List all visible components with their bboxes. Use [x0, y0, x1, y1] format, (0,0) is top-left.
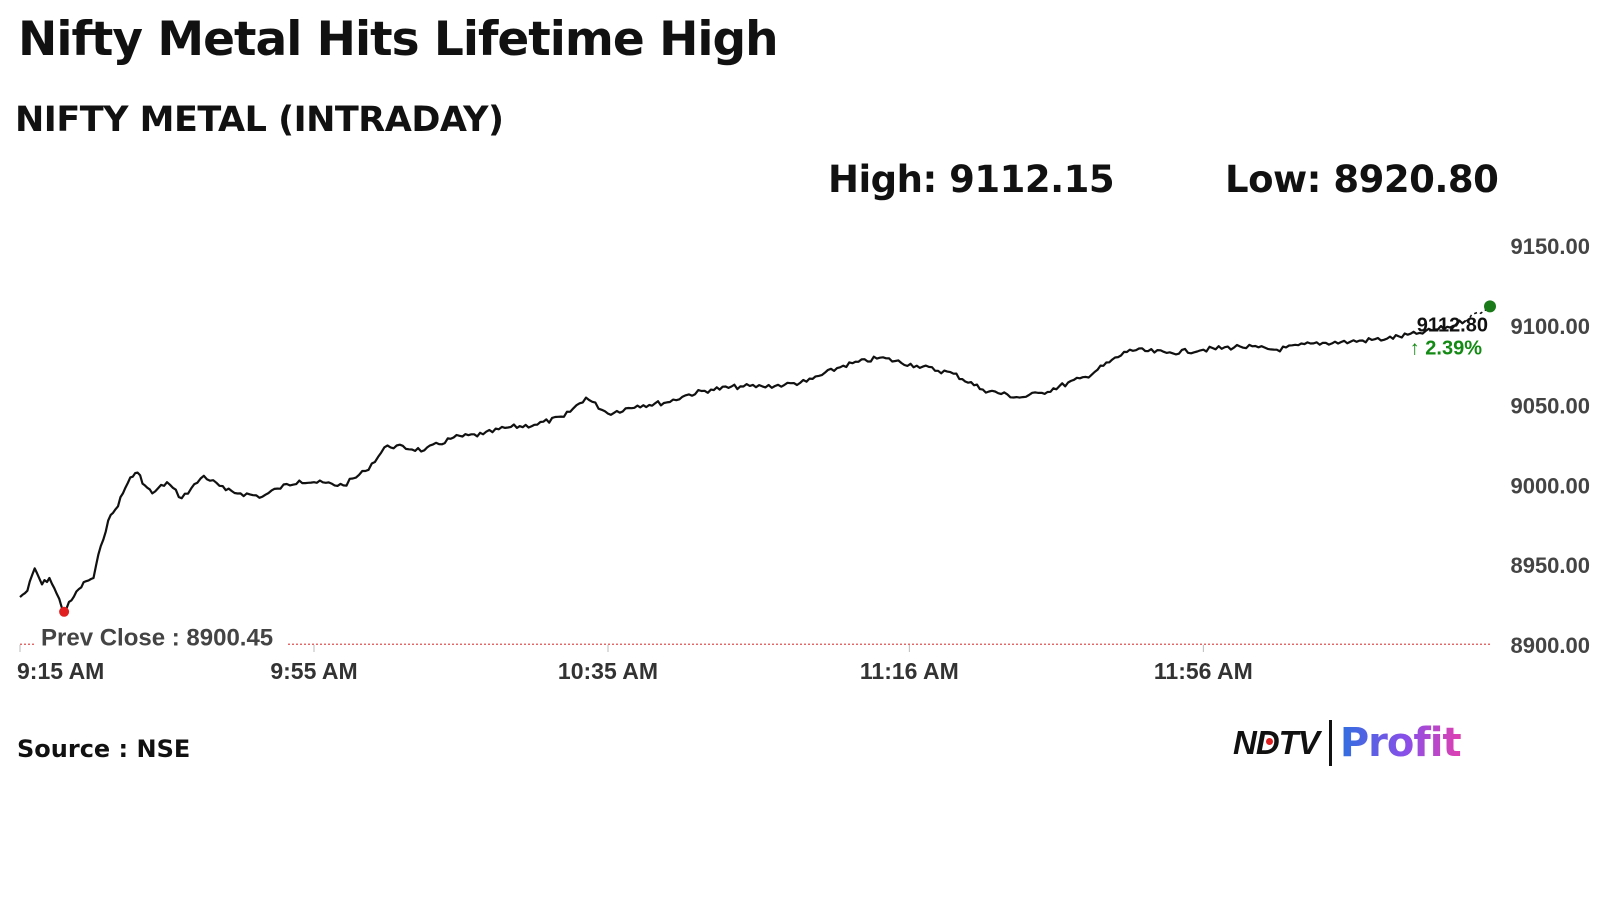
x-tick-label: 9:55 AM — [270, 658, 357, 684]
logo-brand: NDTV — [1233, 724, 1320, 761]
headline: Nifty Metal Hits Lifetime High — [18, 12, 779, 67]
x-tick-label: 11:56 AM — [1154, 658, 1253, 684]
x-tick-label: 10:35 AM — [558, 658, 658, 684]
source-note: Source : NSE — [17, 735, 191, 763]
last-value-label: 9112.80 — [1417, 314, 1488, 336]
y-tick-label: 8950.00 — [1510, 553, 1590, 578]
x-tick-label: 11:16 AM — [860, 658, 959, 684]
prev-close-label-bg — [36, 626, 286, 649]
prev-close-label: Prev Close : 8900.45 — [41, 624, 273, 651]
y-tick-label: 9000.00 — [1510, 473, 1590, 498]
y-tick-label: 9100.00 — [1510, 314, 1590, 339]
chart-title: NIFTY METAL (INTRADAY) — [15, 100, 504, 140]
low-marker — [59, 606, 70, 617]
logo-divider — [1328, 720, 1332, 766]
y-tick-label: 9050.00 — [1510, 394, 1590, 419]
x-tick-label: 9:15 AM — [17, 658, 104, 684]
high-marker — [1484, 300, 1496, 313]
ndtv-profit-logo: NDTV Profit — [1233, 718, 1462, 768]
low-value: Low: 8920.80 — [1225, 158, 1499, 201]
logo-dot — [1266, 738, 1273, 745]
y-tick-label: 9150.00 — [1510, 234, 1590, 259]
high-value: High: 9112.15 — [828, 158, 1115, 201]
logo-product: Profit — [1339, 720, 1462, 766]
y-tick-label: 8900.00 — [1510, 633, 1590, 658]
series-line — [19, 319, 1467, 613]
change-label: ↑ 2.39% — [1410, 337, 1482, 359]
